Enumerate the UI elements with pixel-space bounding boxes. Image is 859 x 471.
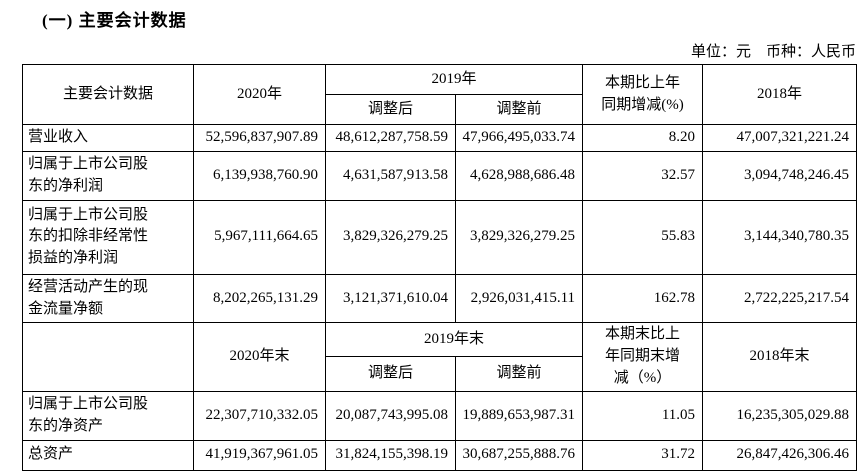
value-cell: 30,687,255,888.76 [454, 439, 584, 471]
value-cell: 55.83 [582, 199, 704, 275]
value-cell: 32.57 [582, 150, 704, 201]
value-cell: 162.78 [582, 273, 704, 324]
value-cell: 20,087,743,995.08 [325, 390, 456, 441]
value-cell: 47,007,321,221.24 [702, 124, 858, 152]
table-row: 归属于上市公司股 东的扣除非经常性 损益的净利润 5,967,111,664.6… [22, 199, 858, 275]
value-cell: 4,631,587,913.58 [325, 150, 456, 201]
row-label-cell: 归属于上市公司股 东的扣除非经常性 损益的净利润 [22, 199, 194, 275]
value-cell: 3,144,340,780.35 [702, 199, 858, 275]
value-cell: 22,307,710,332.05 [193, 390, 326, 441]
header-2020: 2020年 [193, 64, 326, 125]
value-cell: 41,919,367,961.05 [193, 439, 326, 471]
row-label-cell: 经营活动产生的现 金流量净额 [22, 273, 194, 324]
header-change-pct: 本期比上年 同期增减(%) [582, 64, 704, 125]
section-title: (一) 主要会计数据 [42, 11, 187, 30]
value-cell: 19,889,653,987.31 [454, 390, 584, 441]
header-adjusted-before: 调整前 [454, 94, 584, 125]
header-adjusted-before: 调整前 [454, 356, 584, 392]
value-cell: 3,829,326,279.25 [325, 199, 456, 275]
value-cell: 2,722,225,217.54 [702, 273, 858, 324]
header-2018-end: 2018年末 [702, 322, 858, 392]
value-cell: 8,202,265,131.29 [193, 273, 326, 324]
value-cell: 26,847,426,306.46 [702, 439, 858, 471]
table-row: 经营活动产生的现 金流量净额 8,202,265,131.29 3,121,37… [22, 273, 858, 324]
row-label-cell: 归属于上市公司股 东的净资产 [22, 390, 194, 441]
section2-header-row: 2020年末 2019年末 本期末比上 年同期末增 减（%） 2018年末 [22, 322, 858, 392]
value-cell: 16,235,305,029.88 [702, 390, 858, 441]
value-cell: 2,926,031,415.11 [454, 273, 584, 324]
table-row: 总资产 41,919,367,961.05 31,824,155,398.19 … [22, 439, 858, 471]
section2-subheader-row: 调整后 调整前 [23, 356, 857, 392]
header-main-label: 主要会计数据 [22, 64, 194, 125]
row-label-cell: 总资产 [22, 439, 194, 471]
section1-subheader-row: 调整后 调整前 [23, 94, 857, 125]
value-cell: 47,966,495,033.74 [454, 124, 584, 152]
header-adjusted-after: 调整后 [325, 94, 456, 125]
header-adjusted-after: 调整后 [325, 356, 456, 392]
value-cell: 3,094,748,246.45 [702, 150, 858, 201]
value-cell: 6,139,938,760.90 [193, 150, 326, 201]
value-cell: 3,829,326,279.25 [454, 199, 584, 275]
header-end-change-pct: 本期末比上 年同期末增 减（%） [582, 322, 704, 392]
unit-currency-note: 单位：元 币种：人民币 [690, 44, 856, 60]
header-2018: 2018年 [702, 64, 858, 125]
value-cell: 11.05 [582, 390, 704, 441]
value-cell: 3,121,371,610.04 [325, 273, 456, 324]
table-row: 归属于上市公司股 东的净资产 22,307,710,332.05 20,087,… [22, 390, 858, 441]
value-cell: 5,967,111,664.65 [193, 199, 326, 275]
header-main-label-empty [22, 322, 194, 392]
value-cell: 4,628,988,686.48 [454, 150, 584, 201]
section1-header-row: 主要会计数据 2020年 2019年 本期比上年 同期增减(%) 2018年 [22, 64, 858, 125]
row-label-cell: 归属于上市公司股 东的净利润 [22, 150, 194, 201]
header-2020-end: 2020年末 [193, 322, 326, 392]
table-row: 营业收入 52,596,837,907.89 48,612,287,758.59… [22, 124, 858, 152]
header-2019: 2019年 [324, 64, 584, 95]
accounting-data-table: 主要会计数据 2020年 2019年 本期比上年 同期增减(%) 2018年 调… [22, 64, 858, 471]
value-cell: 31.72 [582, 439, 704, 471]
value-cell: 31,824,155,398.19 [325, 439, 456, 471]
table-row: 归属于上市公司股 东的净利润 6,139,938,760.90 4,631,58… [22, 150, 858, 201]
value-cell: 52,596,837,907.89 [193, 124, 326, 152]
value-cell: 48,612,287,758.59 [325, 124, 456, 152]
value-cell: 8.20 [582, 124, 704, 152]
header-2019-end: 2019年末 [324, 322, 584, 358]
row-label-cell: 营业收入 [22, 124, 194, 152]
